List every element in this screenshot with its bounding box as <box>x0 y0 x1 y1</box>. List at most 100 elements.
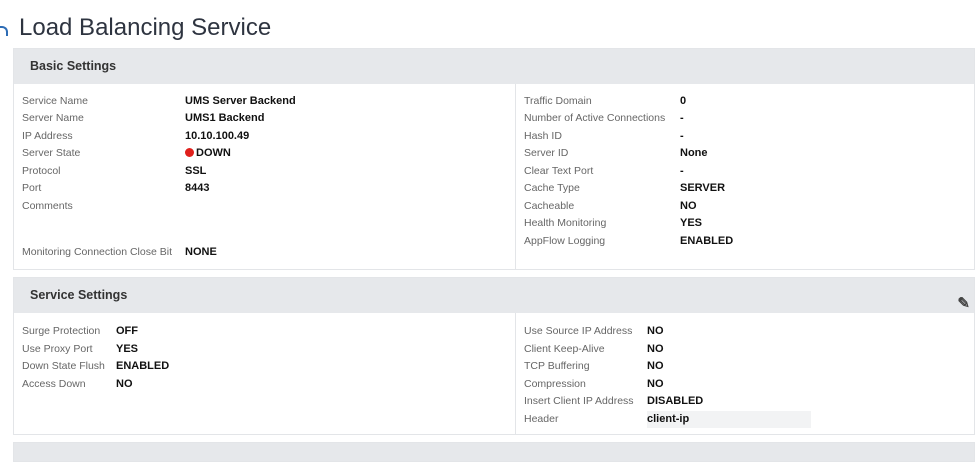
field-value-text: NO <box>647 343 664 355</box>
field-row: Service Name UMS Server Backend <box>14 93 515 110</box>
field-value-text: NO <box>116 378 133 390</box>
basic-right-column: Traffic Domain 0 Number of Active Connecti… <box>515 84 974 270</box>
field-value-text: DOWN <box>196 147 231 159</box>
field-row: Hash ID - <box>516 128 974 145</box>
field-label: TCP Buffering <box>524 360 590 372</box>
field-value: NONE <box>185 244 217 261</box>
field-label: Down State Flush <box>22 360 105 372</box>
basic-settings-panel: Basic Settings Service Name UMS Server Ba… <box>13 48 975 270</box>
field-value: DOWN <box>185 145 231 162</box>
field-value-text: SSL <box>185 165 207 177</box>
field-value: 0 <box>680 93 686 110</box>
field-value: NO <box>647 358 664 375</box>
field-label: Clear Text Port <box>524 165 594 177</box>
field-value: NO <box>116 376 133 393</box>
field-label: Header <box>524 413 559 425</box>
field-value: OFF <box>116 323 138 340</box>
field-row: Cacheable NO <box>516 198 974 215</box>
field-value: - <box>680 163 684 180</box>
field-label: Client Keep-Alive <box>524 343 605 355</box>
field-label: Traffic Domain <box>524 95 592 107</box>
field-value-text: NO <box>647 360 664 372</box>
field-label: Port <box>22 182 42 194</box>
field-row: Down State Flush ENABLED <box>14 358 515 375</box>
field-value-text: NO <box>647 325 664 337</box>
field-value-text: NO <box>647 378 664 390</box>
field-value: - <box>680 128 684 145</box>
basic-settings-header[interactable]: Basic Settings <box>14 49 974 84</box>
field-label: Server State <box>22 147 81 159</box>
field-value-text: YES <box>680 217 703 229</box>
field-label: Server ID <box>524 147 569 159</box>
field-value: UMS1 Backend <box>185 110 264 127</box>
field-label: Monitoring Connection Close Bit <box>22 246 172 258</box>
field-value: YES <box>680 215 702 232</box>
back-icon[interactable] <box>0 26 8 36</box>
field-row: AppFlow Logging ENABLED <box>516 233 974 250</box>
service-left-column: Surge Protection OFF Use Proxy Port YES Down… <box>14 313 515 435</box>
field-value: ENABLED <box>116 358 169 375</box>
field-label: Protocol <box>22 165 61 177</box>
next-panel-header[interactable] <box>13 442 975 462</box>
field-value: None <box>680 145 708 162</box>
field-label: Surge Protection <box>22 325 101 337</box>
field-value: NO <box>647 323 664 340</box>
field-row: IP Address 10.10.100.49 <box>14 128 515 145</box>
field-row: Traffic Domain 0 <box>516 93 974 110</box>
field-value-text: OFF <box>116 325 138 337</box>
field-value: UMS Server Backend <box>185 93 296 110</box>
field-label: Compression <box>524 378 586 390</box>
field-value-text: - <box>680 130 684 142</box>
field-label: Use Proxy Port <box>22 343 93 355</box>
field-label: AppFlow Logging <box>524 235 606 247</box>
field-row: TCP Buffering NO <box>516 358 974 375</box>
field-value-text: None <box>680 147 708 159</box>
service-settings-panel: Service Settings ✎ Surge Protection OFF Use… <box>13 277 975 435</box>
field-value-text: ENABLED <box>680 235 734 247</box>
field-value: SSL <box>185 163 206 180</box>
field-value: 8443 <box>185 180 209 197</box>
field-value: YES <box>116 341 138 358</box>
field-value: DISABLED <box>647 393 703 410</box>
field-value: NO <box>680 198 697 215</box>
field-row: Use Proxy Port YES <box>14 341 515 358</box>
field-value: SERVER <box>680 180 725 197</box>
field-value: ENABLED <box>680 233 733 250</box>
field-value-text: DISABLED <box>647 395 704 407</box>
field-value-text: ENABLED <box>116 360 170 372</box>
field-row: Access Down NO <box>14 376 515 393</box>
field-value-text: NONE <box>185 246 217 258</box>
basic-left-column: Service Name UMS Server Backend Server Nam… <box>14 84 515 270</box>
field-row: Server State DOWN <box>14 145 515 162</box>
field-value: - <box>680 110 684 127</box>
service-right-column: Use Source IP Address NO Client Keep-Alive… <box>515 313 974 435</box>
field-row: Server ID None <box>516 145 974 162</box>
field-row: Health Monitoring YES <box>516 215 974 232</box>
field-row: Server Name UMS1 Backend <box>14 110 515 127</box>
field-value-text: - <box>680 112 684 124</box>
field-row: Protocol SSL <box>14 163 515 180</box>
field-row: Clear Text Port - <box>516 163 974 180</box>
field-value-text: SERVER <box>680 182 726 194</box>
status-dot-icon <box>185 148 194 157</box>
field-row: Use Source IP Address NO <box>516 323 974 340</box>
service-settings-header[interactable]: Service Settings ✎ <box>14 278 974 313</box>
field-value-text: client-ip <box>647 411 811 428</box>
field-label: Server Name <box>22 112 84 124</box>
field-value-text: 8443 <box>185 182 210 194</box>
service-settings-title: Service Settings <box>30 288 128 302</box>
field-label: Use Source IP Address <box>524 325 633 337</box>
field-row: Cache Type SERVER <box>516 180 974 197</box>
page-title: Load Balancing Service <box>19 14 272 41</box>
field-label: Access Down <box>22 378 86 390</box>
field-row: Surge Protection OFF <box>14 323 515 340</box>
pencil-icon[interactable]: ✎ <box>957 295 970 312</box>
field-label: Number of Active Connections <box>524 112 666 124</box>
field-row: Insert Client IP Address DISABLED <box>516 393 974 410</box>
field-row: Port 8443 <box>14 180 515 197</box>
field-value: 10.10.100.49 <box>185 128 249 145</box>
field-row: Number of Active Connections - <box>516 110 974 127</box>
field-label: Comments <box>22 200 73 212</box>
field-value-text: NO <box>680 200 697 212</box>
field-value-text: UMS Server Backend <box>185 95 296 107</box>
